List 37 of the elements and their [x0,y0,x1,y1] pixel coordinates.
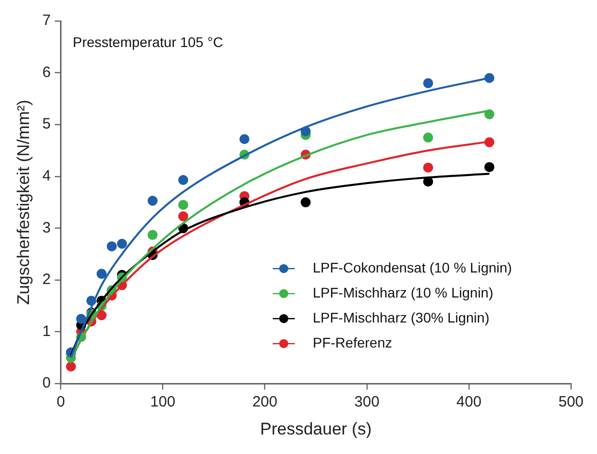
point [484,162,494,172]
legend-label: LPF-Cokondensat (10 % Lignin) [312,259,512,276]
annotation: Presstemperatur 105 °C [72,34,224,50]
point [423,132,434,143]
point [178,211,188,222]
x-tick-label: 300 [354,394,380,411]
legend-label: PF-Referenz [312,334,392,350]
point [96,268,107,279]
point [148,230,158,240]
legend-label: LPF-Mischharz (30% Lignin) [312,309,490,326]
y-tick-label: 7 [42,12,51,30]
y-tick-label: 6 [42,64,51,81]
point [106,241,117,252]
y-tick-label: 5 [42,116,51,133]
x-tick-label: 200 [252,394,278,411]
point [116,238,127,249]
x-axis-title: Pressdauer (s) [260,419,372,438]
point [148,196,158,206]
y-tick-label: 0 [42,374,51,392]
y-tick-label: 1 [42,322,51,340]
x-tick-label: 100 [150,394,176,411]
point [239,134,250,144]
point [423,162,434,173]
x-tick-label: 0 [56,394,65,411]
point [66,362,76,372]
legend-label: LPF-Mischharz (10 % Lignin) [312,284,494,300]
x-tick-label: 500 [558,394,584,411]
point [423,78,434,88]
point [300,197,311,208]
y-tick-label: 2 [42,271,51,288]
y-axis-title: Zugscherfestigkeit (N/mm²) [14,100,33,305]
y-tick-label: 4 [42,168,51,185]
y-tick-label: 3 [42,219,51,236]
point [178,200,188,210]
x-tick-label: 400 [456,394,482,411]
point [76,314,86,324]
point [178,175,188,186]
